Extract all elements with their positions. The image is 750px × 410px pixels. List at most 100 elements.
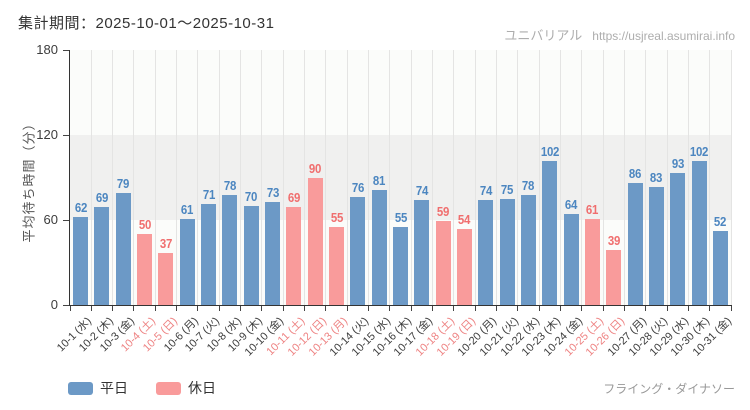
y-axis-tick-label: 120 bbox=[36, 127, 58, 142]
vertical-gridline bbox=[730, 50, 732, 305]
x-axis-tick bbox=[176, 306, 178, 311]
weekday-bar[interactable] bbox=[499, 198, 515, 305]
weekday-bar[interactable] bbox=[73, 217, 89, 305]
y-axis-tick bbox=[63, 134, 69, 136]
weekday-bar[interactable] bbox=[201, 204, 217, 305]
vertical-gridline bbox=[495, 50, 497, 305]
holiday-bar[interactable] bbox=[606, 249, 622, 305]
vertical-gridline bbox=[666, 50, 668, 305]
bar-value-label: 73 bbox=[266, 184, 279, 200]
vertical-gridline bbox=[709, 50, 711, 305]
bar-value-label: 93 bbox=[671, 156, 684, 172]
vertical-gridline bbox=[474, 50, 476, 305]
weekday-bar[interactable] bbox=[243, 205, 259, 305]
bar-value-label: 102 bbox=[689, 143, 709, 159]
x-axis-tick bbox=[218, 306, 220, 311]
x-axis-tick bbox=[112, 306, 114, 311]
bar-value-label: 62 bbox=[74, 200, 87, 216]
bar-value-label: 74 bbox=[415, 183, 428, 199]
weekday-bar[interactable] bbox=[179, 218, 195, 305]
weekday-bar[interactable] bbox=[414, 200, 430, 305]
bar-value-label: 61 bbox=[586, 201, 599, 217]
vertical-gridline bbox=[218, 50, 220, 305]
x-axis-tick bbox=[90, 306, 92, 311]
vertical-gridline bbox=[112, 50, 114, 305]
weekday-bar[interactable] bbox=[350, 197, 366, 305]
x-axis-tick bbox=[453, 306, 455, 311]
weekday-bar[interactable] bbox=[670, 173, 686, 305]
holiday-bar[interactable] bbox=[456, 228, 472, 305]
bar-value-label: 83 bbox=[650, 170, 663, 186]
holiday-bar[interactable] bbox=[286, 207, 302, 305]
vertical-gridline bbox=[304, 50, 306, 305]
x-axis-tick bbox=[730, 306, 732, 311]
x-axis-tick bbox=[154, 306, 156, 311]
weekday-bar[interactable] bbox=[563, 214, 579, 305]
legend-item-休日[interactable]: 休日 bbox=[156, 378, 216, 398]
vertical-gridline bbox=[282, 50, 284, 305]
bar-value-label: 90 bbox=[309, 160, 322, 176]
weekday-bar[interactable] bbox=[627, 183, 643, 305]
y-axis-tick bbox=[63, 304, 69, 306]
x-axis-tick bbox=[474, 306, 476, 311]
vertical-gridline bbox=[687, 50, 689, 305]
bar-value-label: 102 bbox=[540, 143, 560, 159]
weekday-bar[interactable] bbox=[115, 193, 131, 305]
weekday-bar[interactable] bbox=[393, 227, 408, 305]
vertical-gridline bbox=[261, 50, 263, 305]
watermark: ユニバリアル https://usjreal.asumirai.info bbox=[504, 25, 735, 44]
vertical-gridline bbox=[346, 50, 348, 305]
holiday-bar[interactable] bbox=[584, 218, 600, 305]
holiday-bar[interactable] bbox=[158, 252, 174, 305]
y-axis-line bbox=[69, 50, 70, 306]
weekday-bar[interactable] bbox=[648, 187, 664, 305]
bar-value-label: 78 bbox=[223, 177, 237, 193]
legend-item-平日[interactable]: 平日 bbox=[68, 378, 128, 398]
vertical-gridline bbox=[176, 50, 178, 305]
legend-label: 休日 bbox=[188, 380, 216, 396]
weekday-bar[interactable] bbox=[265, 201, 281, 305]
x-axis-tick bbox=[261, 306, 263, 311]
vertical-gridline bbox=[368, 50, 370, 305]
bar-value-label: 79 bbox=[117, 176, 130, 192]
holiday-bar[interactable] bbox=[137, 234, 153, 305]
vertical-gridline bbox=[133, 50, 135, 305]
weekday-bar[interactable] bbox=[691, 160, 707, 305]
weekday-bar[interactable] bbox=[371, 190, 387, 305]
vertical-gridline bbox=[154, 50, 156, 305]
weekday-bar[interactable] bbox=[94, 207, 110, 305]
weekday-bar[interactable] bbox=[712, 231, 728, 305]
attraction-name: フライング・ダイナソー bbox=[603, 382, 735, 396]
x-axis-tick bbox=[240, 306, 242, 311]
y-axis-tick-label: 0 bbox=[50, 297, 58, 312]
x-axis-tick bbox=[304, 306, 306, 311]
weekday-bar[interactable] bbox=[478, 200, 494, 305]
x-axis-tick bbox=[538, 306, 540, 311]
holiday-bar[interactable] bbox=[329, 227, 345, 305]
legend-swatch bbox=[156, 381, 181, 395]
bar-value-label: 64 bbox=[564, 197, 578, 213]
bar-value-label: 81 bbox=[373, 173, 386, 189]
weekday-bar[interactable] bbox=[542, 160, 558, 305]
bar-value-label: 76 bbox=[351, 180, 364, 196]
bar-value-label: 69 bbox=[95, 190, 109, 206]
vertical-gridline bbox=[90, 50, 92, 305]
bar-value-label: 59 bbox=[437, 204, 450, 220]
bar-value-label: 55 bbox=[394, 210, 407, 226]
vertical-gridline bbox=[602, 50, 604, 305]
holiday-bar[interactable] bbox=[435, 221, 451, 305]
bar-value-label: 69 bbox=[287, 190, 300, 206]
weekday-bar[interactable] bbox=[222, 194, 238, 305]
vertical-gridline bbox=[389, 50, 391, 305]
holiday-bar[interactable] bbox=[307, 177, 323, 305]
watermark-url-link[interactable]: https://usjreal.asumirai.info bbox=[592, 29, 735, 43]
weekday-bar[interactable] bbox=[520, 194, 536, 305]
x-axis-tick bbox=[282, 306, 284, 311]
x-axis-tick bbox=[368, 306, 370, 311]
y-axis-tick-label: 180 bbox=[36, 42, 58, 57]
x-axis-tick bbox=[709, 306, 711, 311]
x-axis-line bbox=[69, 305, 732, 306]
bar-value-label: 55 bbox=[330, 210, 343, 226]
bar-value-label: 70 bbox=[245, 188, 258, 204]
